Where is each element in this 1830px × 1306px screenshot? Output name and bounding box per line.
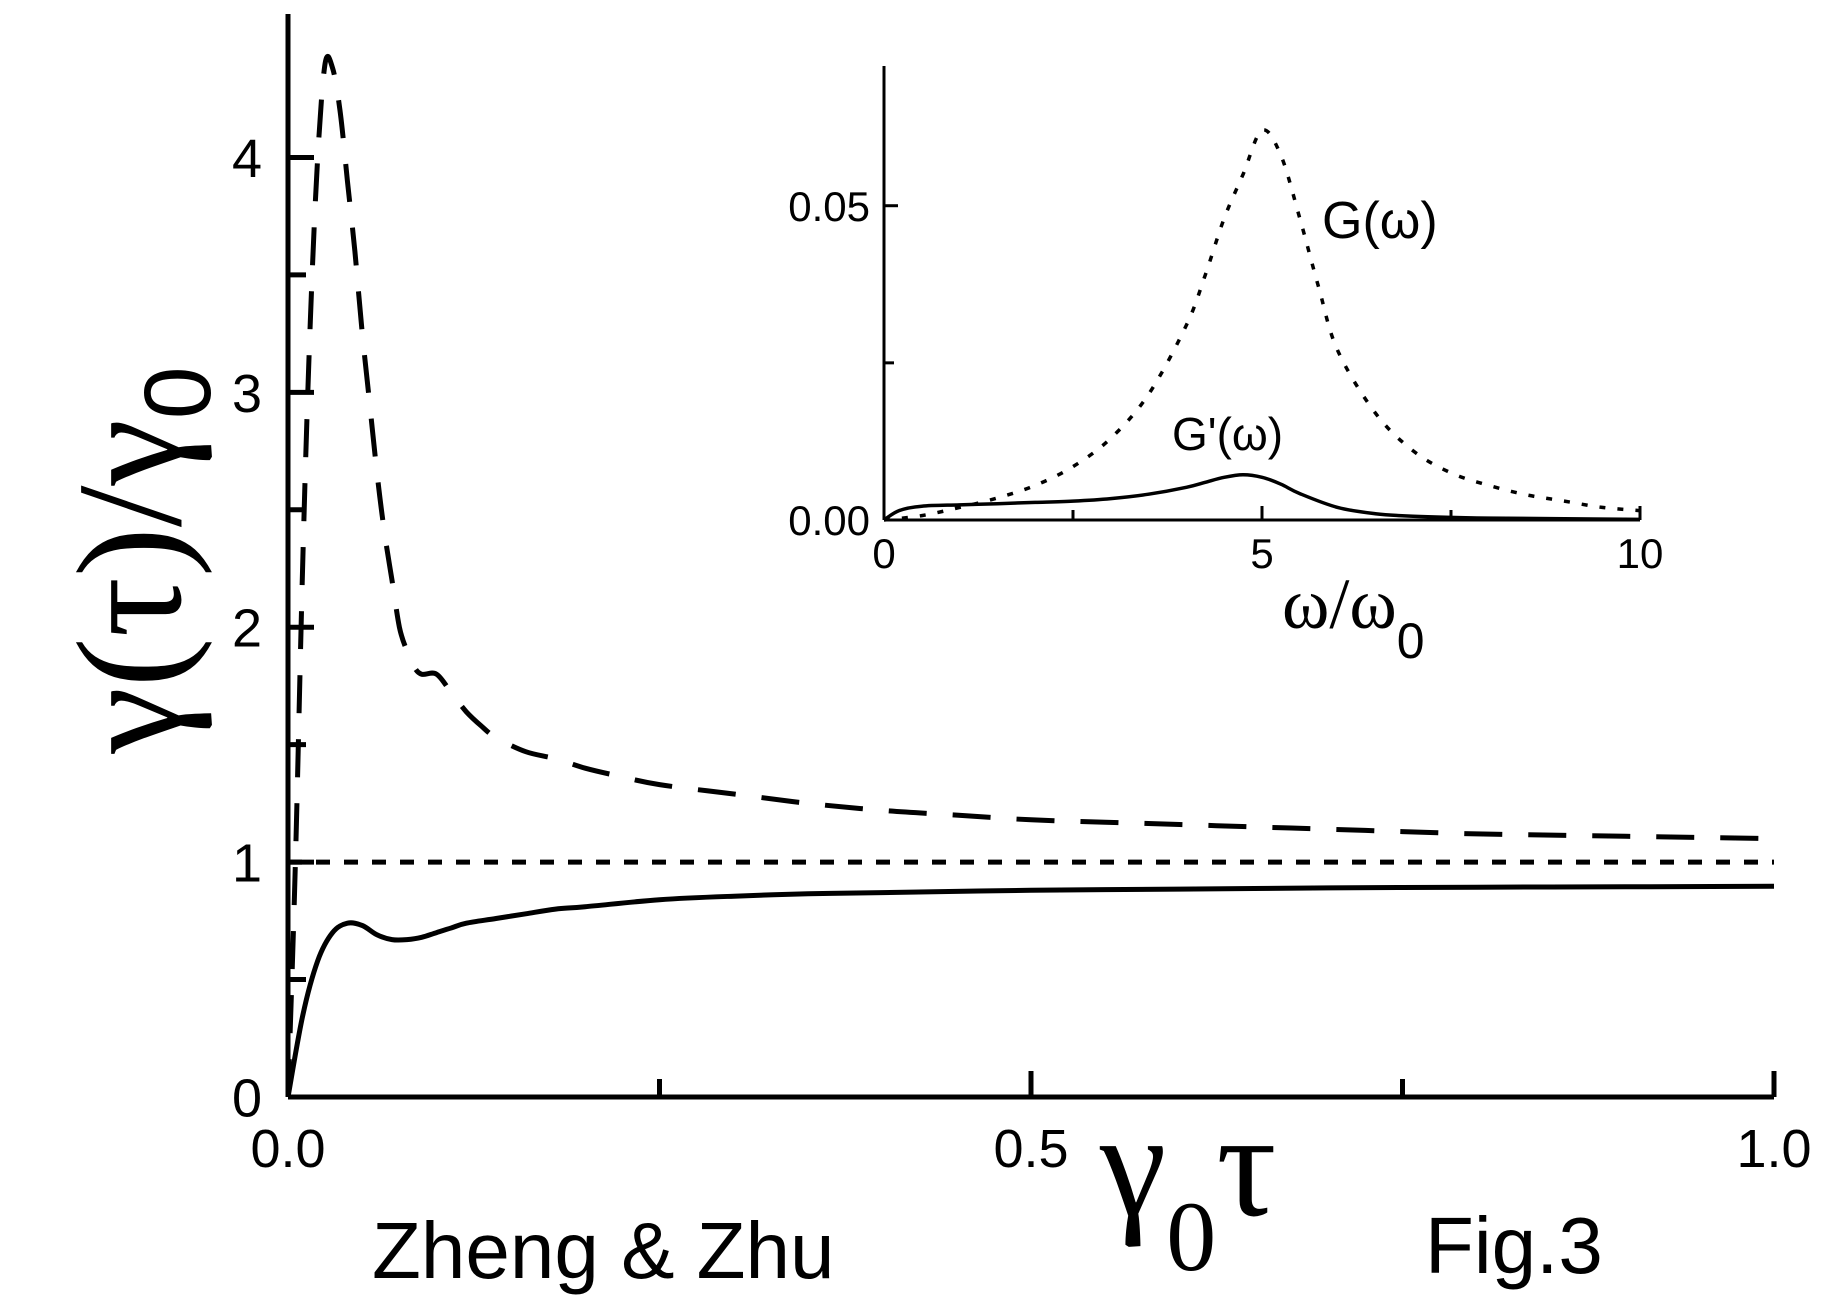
figure-label: Fig.3 bbox=[1425, 1201, 1603, 1290]
main-x-axis-label-var: τ bbox=[1216, 1082, 1276, 1248]
main-y-axis-label-main: γ(τ)/γ bbox=[47, 419, 213, 754]
inset-series-solid-line bbox=[883, 472, 1641, 522]
main-y-tick-label: 3 bbox=[232, 364, 262, 424]
inset-x-axis-label-sub: 0 bbox=[1397, 613, 1425, 669]
inset-series-dotted-line bbox=[883, 128, 1641, 522]
inset-chart: 0 5 10 0.000.05 G(ω)G'(ω) ω/ω0 bbox=[788, 66, 1663, 669]
authors-credit: Zheng & Zhu bbox=[372, 1206, 835, 1295]
main-x-tick-label: 0.0 bbox=[250, 1119, 325, 1179]
inset-x-axis-label-main: ω/ω bbox=[1282, 564, 1397, 644]
inset-annotation-g-prime: G'(ω) bbox=[1172, 408, 1283, 460]
main-x-axis-label-sub: 0 bbox=[1166, 1181, 1216, 1292]
main-series-solid-line bbox=[285, 883, 1775, 1098]
main-series-dashed-line bbox=[285, 53, 1775, 1098]
main-x-tick-label: 1.0 bbox=[1736, 1119, 1811, 1179]
inset-x-tick-label: 0 bbox=[872, 530, 895, 577]
inset-y-tick-label: 0.00 bbox=[788, 497, 870, 544]
main-series-group bbox=[285, 53, 1775, 1098]
main-x-tick-label: 0.5 bbox=[993, 1119, 1068, 1179]
main-y-tick-label: 0 bbox=[232, 1068, 262, 1128]
inset-annotation-g: G(ω) bbox=[1322, 192, 1438, 250]
inset-y-ticks: 0.00 0.05 bbox=[788, 183, 898, 544]
inset-series-group bbox=[883, 128, 1641, 522]
main-y-tick-label: 4 bbox=[232, 129, 262, 189]
main-y-ticks: 0 1 2 3 4 bbox=[232, 129, 314, 1128]
main-x-axis-label-symbol: γ bbox=[1099, 1082, 1166, 1248]
main-x-ticks: 0.0 0.5 1.0 bbox=[250, 1071, 1812, 1179]
inset-x-tick-label: 5 bbox=[1250, 530, 1273, 577]
inset-x-ticks: 0 5 10 bbox=[872, 506, 1663, 577]
inset-annotations: G(ω) G'(ω) bbox=[1172, 192, 1438, 460]
main-y-axis-label: γ(τ)/γ0 bbox=[47, 366, 231, 754]
inset-x-axis-label: ω/ω0 bbox=[1282, 564, 1425, 669]
inset-y-tick-label: 0.05 bbox=[788, 183, 870, 230]
main-y-tick-label: 1 bbox=[232, 834, 262, 894]
main-x-axis-label: γ0τ bbox=[1099, 1082, 1277, 1292]
inset-x-tick-label: 10 bbox=[1617, 530, 1664, 577]
main-y-axis-label-sub: 0 bbox=[125, 366, 231, 419]
main-y-tick-label: 2 bbox=[232, 599, 262, 659]
